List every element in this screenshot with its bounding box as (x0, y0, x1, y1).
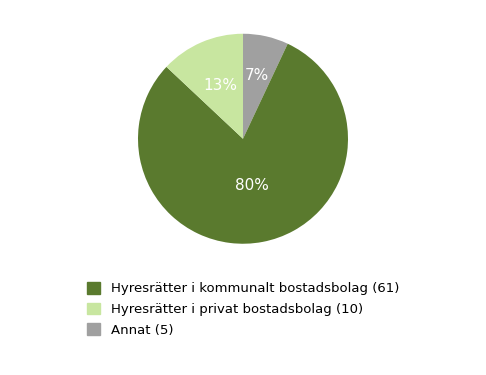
Legend: Hyresrätter i kommunalt bostadsbolag (61), Hyresrätter i privat bostadsbolag (10: Hyresrätter i kommunalt bostadsbolag (61… (87, 282, 399, 337)
Wedge shape (167, 34, 243, 139)
Wedge shape (243, 34, 288, 139)
Text: 80%: 80% (235, 178, 269, 193)
Text: 7%: 7% (245, 68, 269, 83)
Text: 13%: 13% (203, 78, 237, 93)
Wedge shape (138, 44, 348, 244)
